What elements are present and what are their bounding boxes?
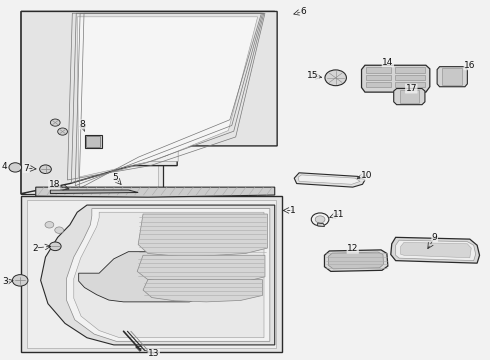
Polygon shape xyxy=(21,12,277,194)
Circle shape xyxy=(40,165,51,174)
Polygon shape xyxy=(50,190,138,194)
Text: 11: 11 xyxy=(333,210,345,219)
Text: 7: 7 xyxy=(23,164,29,173)
Text: 15: 15 xyxy=(307,72,318,81)
Polygon shape xyxy=(27,201,276,348)
Polygon shape xyxy=(400,242,471,258)
Text: 12: 12 xyxy=(347,244,359,253)
Polygon shape xyxy=(79,252,211,302)
Polygon shape xyxy=(74,212,264,338)
Circle shape xyxy=(325,70,346,86)
Polygon shape xyxy=(21,12,275,194)
Polygon shape xyxy=(84,135,101,148)
Polygon shape xyxy=(366,67,391,73)
Text: 5: 5 xyxy=(112,173,118,182)
Text: 13: 13 xyxy=(148,349,160,358)
Polygon shape xyxy=(298,175,360,184)
Text: 17: 17 xyxy=(406,84,417,93)
Text: 6: 6 xyxy=(300,7,306,16)
Circle shape xyxy=(315,216,325,223)
Polygon shape xyxy=(442,68,462,85)
Polygon shape xyxy=(21,196,282,352)
Polygon shape xyxy=(437,67,467,87)
Circle shape xyxy=(55,227,64,233)
Circle shape xyxy=(12,275,28,286)
Polygon shape xyxy=(26,16,158,191)
Text: 9: 9 xyxy=(432,233,438,242)
Polygon shape xyxy=(28,16,269,190)
Polygon shape xyxy=(318,223,324,226)
Polygon shape xyxy=(41,205,275,345)
Text: 8: 8 xyxy=(79,120,85,129)
Polygon shape xyxy=(143,280,263,302)
Circle shape xyxy=(50,119,60,126)
Polygon shape xyxy=(21,12,163,194)
Polygon shape xyxy=(36,187,275,197)
Polygon shape xyxy=(324,250,388,271)
Text: 10: 10 xyxy=(361,171,372,180)
Circle shape xyxy=(9,163,22,172)
Polygon shape xyxy=(395,240,476,261)
Polygon shape xyxy=(328,252,384,269)
Polygon shape xyxy=(362,65,430,92)
Text: 14: 14 xyxy=(382,58,393,67)
Polygon shape xyxy=(366,75,391,80)
Polygon shape xyxy=(67,209,270,341)
Polygon shape xyxy=(138,214,268,257)
Circle shape xyxy=(58,128,68,135)
Text: 4: 4 xyxy=(1,162,7,171)
Text: 1: 1 xyxy=(291,206,296,215)
Polygon shape xyxy=(399,90,419,103)
Polygon shape xyxy=(294,173,365,187)
Text: 18: 18 xyxy=(49,180,60,189)
Polygon shape xyxy=(366,82,391,87)
Text: 16: 16 xyxy=(464,61,476,70)
Text: 3: 3 xyxy=(2,277,8,286)
Text: 2: 2 xyxy=(32,244,38,253)
Polygon shape xyxy=(137,255,265,284)
Polygon shape xyxy=(77,17,258,177)
Polygon shape xyxy=(394,89,425,105)
Circle shape xyxy=(49,242,61,251)
Polygon shape xyxy=(395,75,425,80)
Circle shape xyxy=(45,221,54,228)
Polygon shape xyxy=(395,82,425,87)
Polygon shape xyxy=(86,136,100,147)
Polygon shape xyxy=(391,237,480,263)
Polygon shape xyxy=(395,67,425,73)
